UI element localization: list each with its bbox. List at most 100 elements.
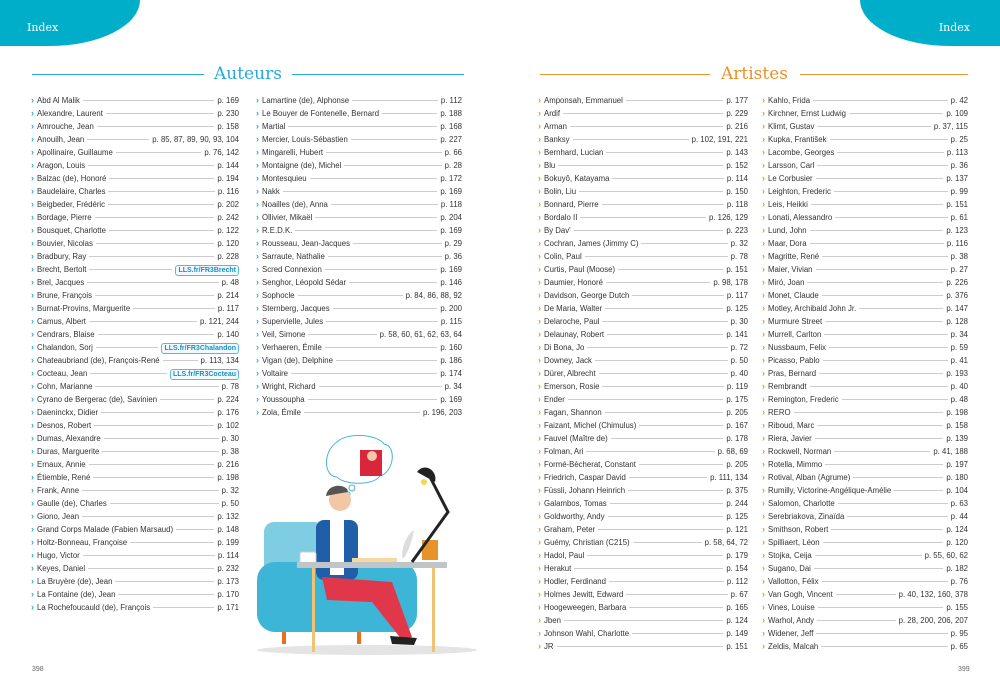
chevron-right-icon: ›: [31, 121, 34, 131]
entry-name: Graham, Peter: [544, 525, 596, 534]
chevron-right-icon: ›: [762, 134, 765, 144]
chevron-right-icon: ›: [762, 199, 765, 209]
page-reference: p. 116: [217, 187, 239, 196]
dot-leader: [837, 503, 948, 504]
page-reference: p. 30: [730, 317, 748, 326]
chevron-right-icon: ›: [31, 576, 34, 586]
index-entry: › Rousseau, Jean-Jacques p. 29: [256, 239, 462, 252]
index-entry: › Verhaeren, Émile p. 160: [256, 343, 462, 356]
dot-leader: [95, 386, 219, 387]
entry-name: Anouilh, Jean: [37, 135, 85, 144]
page-reference: p. 172: [440, 174, 462, 183]
page-reference: p. 232: [217, 564, 239, 573]
entry-name: Friedrich, Caspar David: [544, 473, 626, 482]
index-entry: › Veil, Simone p. 58, 60, 61, 62, 63, 64: [256, 330, 462, 343]
dot-leader: [628, 490, 724, 491]
dot-leader: [95, 347, 159, 348]
index-entry: › Sternberg, Jacques p. 200: [256, 304, 462, 317]
index-entry: › Widener, Jeff p. 95: [762, 629, 968, 642]
dot-leader: [817, 607, 944, 608]
chevron-right-icon: ›: [762, 147, 765, 157]
page-reference: p. 244: [726, 499, 748, 508]
chevron-right-icon: ›: [762, 355, 765, 365]
index-entry: › Ollivier, Mikaël p. 204: [256, 213, 462, 226]
dot-leader: [894, 490, 944, 491]
dot-leader: [853, 477, 944, 478]
dot-leader: [573, 230, 724, 231]
page-reference: p. 216: [217, 460, 239, 469]
chevron-right-icon: ›: [256, 121, 259, 131]
dot-leader: [109, 178, 215, 179]
chevron-right-icon: ›: [256, 277, 259, 287]
chevron-right-icon: ›: [762, 108, 765, 118]
entry-name: Cyrano de Bergerac (de), Savinien: [37, 395, 158, 404]
entry-name: Füssli, Johann Heinrich: [544, 486, 626, 495]
dot-leader: [349, 282, 438, 283]
page-reference: p. 121, 244: [199, 317, 239, 326]
dot-leader: [344, 165, 442, 166]
chevron-right-icon: ›: [256, 342, 259, 352]
page-reference: p. 196, 203: [422, 408, 462, 417]
chevron-right-icon: ›: [256, 95, 259, 105]
chevron-right-icon: ›: [762, 511, 765, 521]
index-entry: › Daeninckx, Didier p. 176: [31, 408, 239, 421]
page-reference: p. 168: [440, 122, 462, 131]
chevron-right-icon: ›: [256, 160, 259, 170]
resource-link[interactable]: LLS.fr/FR3Brecht: [175, 265, 239, 276]
entry-name: Supervielle, Jules: [262, 317, 324, 326]
dot-leader: [638, 464, 724, 465]
page-reference: p. 76: [950, 577, 968, 586]
dot-leader: [82, 555, 215, 556]
entry-name: Scred Connexion: [262, 265, 322, 274]
entry-name: Brune, François: [37, 291, 93, 300]
page-reference: p. 61: [950, 213, 968, 222]
page-reference: p. 122: [217, 226, 239, 235]
index-entry: › By Dav' p. 223: [538, 226, 748, 239]
index-entry: › Galambos, Tomas p. 244: [538, 499, 748, 512]
chevron-right-icon: ›: [538, 160, 541, 170]
index-entry: › Brune, François p. 214: [31, 291, 239, 304]
dot-leader: [118, 594, 215, 595]
dot-leader: [176, 529, 215, 530]
resource-link[interactable]: LLS.fr/FR3Cocteau: [169, 369, 239, 380]
chevron-right-icon: ›: [31, 316, 34, 326]
dot-leader: [327, 256, 442, 257]
dot-leader: [101, 412, 215, 413]
dot-leader: [115, 152, 202, 153]
page-reference: p. 115: [440, 317, 462, 326]
index-entry: › Johnson Wahl, Charlotte p. 149: [538, 629, 748, 642]
index-entry: › Ardif p. 229: [538, 109, 748, 122]
index-entry: › Chateaubriand (de), François-René p. 113…: [31, 356, 239, 369]
page-reference: p. 85, 87, 89, 90, 93, 104: [152, 135, 239, 144]
index-entry: › Faizant, Michel (Chimulus) p. 167: [538, 421, 748, 434]
page-reference: p. 182: [946, 564, 968, 573]
resource-link[interactable]: LLS.fr/FR3Chalandon: [161, 343, 239, 354]
dot-leader: [821, 295, 944, 296]
chevron-right-icon: ›: [256, 238, 259, 248]
entry-name: Spilliaert, Léon: [768, 538, 820, 547]
page-reference: p. 124: [946, 525, 968, 534]
running-header-left: Index: [27, 21, 59, 34]
title-rule: [32, 74, 204, 75]
page-reference: p. 32: [221, 486, 239, 495]
chevron-right-icon: ›: [538, 277, 541, 287]
index-entry: › Gaulle (de), Charles p. 50: [31, 499, 239, 512]
entry-name: Widener, Jeff: [768, 629, 814, 638]
entry-name: Montesquieu: [262, 174, 307, 183]
index-entry: › Herakut p. 154: [538, 564, 748, 577]
page-reference: p. 29: [444, 239, 462, 248]
chevron-right-icon: ›: [762, 576, 765, 586]
chevron-right-icon: ›: [762, 186, 765, 196]
chevron-right-icon: ›: [31, 355, 34, 365]
dot-leader: [103, 438, 219, 439]
index-entry: › Montaigne (de), Michel p. 28: [256, 161, 462, 174]
page-reference: p. 112: [440, 96, 462, 105]
dot-leader: [95, 243, 215, 244]
chevron-right-icon: ›: [31, 290, 34, 300]
chevron-right-icon: ›: [762, 459, 765, 469]
entry-name: Downey, Jack: [544, 356, 592, 365]
chevron-right-icon: ›: [538, 524, 541, 534]
chevron-right-icon: ›: [538, 550, 541, 560]
entry-name: Frank, Anne: [37, 486, 80, 495]
index-entry: › Lund, John p. 123: [762, 226, 968, 239]
